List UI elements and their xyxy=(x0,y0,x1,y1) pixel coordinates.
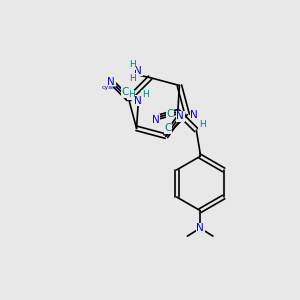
Text: H: H xyxy=(129,74,136,83)
Text: N: N xyxy=(134,96,142,106)
Text: cyano: cyano xyxy=(102,85,121,90)
Text: N: N xyxy=(107,77,115,87)
Text: C: C xyxy=(164,123,172,134)
Text: N: N xyxy=(134,66,142,76)
Text: H: H xyxy=(129,60,136,69)
Text: C: C xyxy=(166,109,173,118)
Text: N: N xyxy=(196,223,204,233)
Text: C: C xyxy=(122,88,129,98)
Text: H: H xyxy=(128,90,134,99)
Text: H: H xyxy=(199,120,206,129)
Text: H: H xyxy=(142,90,148,99)
Text: N: N xyxy=(152,115,159,125)
Text: N: N xyxy=(176,111,184,121)
Text: N: N xyxy=(190,110,198,120)
